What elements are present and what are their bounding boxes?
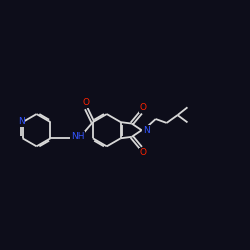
Text: O: O xyxy=(140,148,146,158)
Text: O: O xyxy=(83,98,90,108)
Text: N: N xyxy=(18,117,25,126)
Text: NH: NH xyxy=(71,132,85,141)
Text: N: N xyxy=(143,126,150,135)
Text: O: O xyxy=(140,103,146,112)
